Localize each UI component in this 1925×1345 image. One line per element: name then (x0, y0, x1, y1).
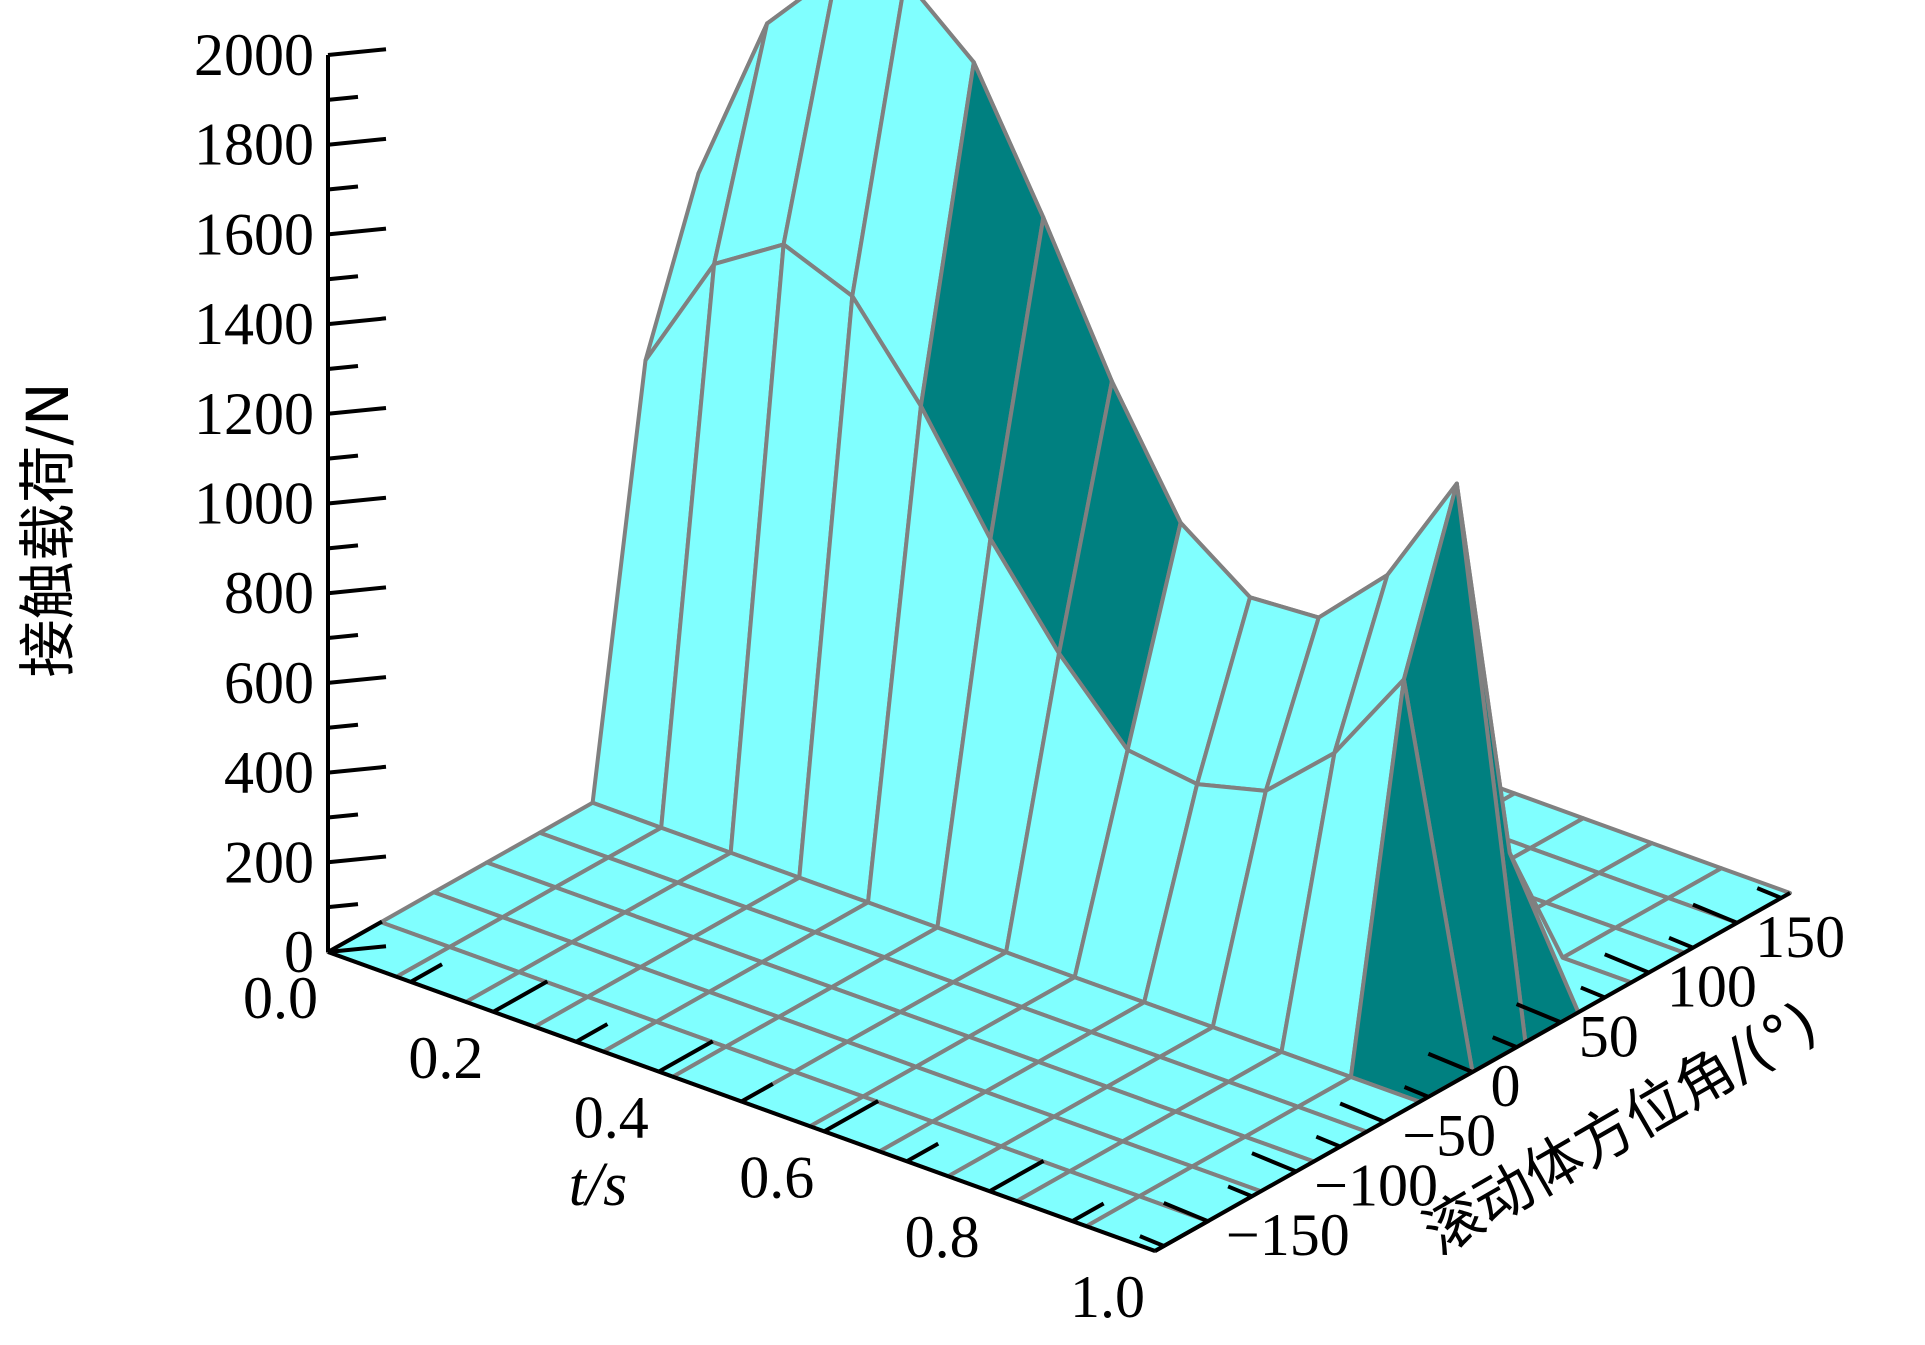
y-tick-label: 100 (1667, 954, 1757, 1020)
y-minor-tick (1227, 1184, 1253, 1199)
x-tick-label: 1.0 (1070, 1264, 1145, 1330)
x-major-tick (988, 1159, 1045, 1193)
z-major-tick (327, 585, 387, 596)
z-tick-label: 1600 (194, 201, 314, 267)
z-minor-tick (327, 543, 359, 551)
x-minor-tick (409, 962, 444, 984)
z-major-tick (327, 764, 387, 775)
x-minor-tick (740, 1082, 774, 1104)
z-major-tick (327, 675, 387, 685)
z-minor-tick (327, 94, 359, 102)
y-tick-label: −50 (1402, 1103, 1496, 1169)
x-tick-label: 0.0 (243, 965, 318, 1031)
x-major-tick (657, 1039, 714, 1074)
z-minor-tick (327, 722, 359, 730)
y-minor-tick (1580, 985, 1606, 1000)
y-minor-tick (1668, 935, 1694, 950)
y-major-tick (1515, 1002, 1562, 1025)
z-tick-label: 0 (284, 919, 314, 985)
z-minor-tick (327, 363, 359, 371)
x-minor-tick (575, 1022, 609, 1044)
z-minor-tick (327, 902, 359, 910)
z-tick-label: 200 (224, 829, 314, 895)
y-major-tick (1692, 902, 1738, 925)
x-tick-label: 0.2 (408, 1025, 483, 1091)
axes (326, 47, 1791, 1253)
y-tick-label: 150 (1755, 904, 1845, 970)
z-tick-label: 600 (224, 650, 314, 716)
z-minor-tick (327, 812, 359, 820)
y-minor-tick (1315, 1134, 1341, 1149)
z-minor-tick (327, 453, 359, 461)
z-tick-label: 800 (224, 560, 314, 626)
z-major-tick (327, 316, 387, 327)
surface-mesh (326, 0, 1792, 1253)
y-tick-label: 50 (1579, 1003, 1639, 1069)
z-tick-label: 1000 (194, 471, 314, 537)
z-major-tick (327, 854, 387, 865)
y-major-tick (1339, 1101, 1386, 1124)
y-minor-tick (1403, 1085, 1430, 1099)
y-minor-tick (1756, 886, 1782, 900)
x-tick-label: 0.8 (905, 1204, 980, 1270)
x-major-tick (492, 979, 549, 1014)
z-major-tick (327, 226, 387, 237)
tick-labels: 02004006008001000120014001600180020000.0… (194, 22, 1845, 1330)
z-axis-title: 接触载荷/N (14, 383, 82, 678)
x-minor-tick (1071, 1201, 1105, 1223)
x-axis-title: t/s (569, 1151, 628, 1219)
z-minor-tick (327, 274, 359, 282)
z-tick-label: 2000 (194, 22, 314, 88)
x-major-tick (1154, 1218, 1210, 1253)
z-tick-label: 1400 (194, 291, 314, 357)
z-tick-label: 400 (224, 740, 314, 806)
y-tick-label: 0 (1491, 1053, 1521, 1119)
y-tick-label: −100 (1314, 1152, 1438, 1218)
z-minor-tick (327, 633, 359, 641)
y-major-tick (1427, 1051, 1474, 1074)
y-major-tick (1603, 952, 1650, 975)
y-minor-tick (1491, 1035, 1518, 1049)
y-major-tick (1251, 1151, 1297, 1174)
x-tick-label: 0.6 (739, 1144, 814, 1210)
z-tick-label: 1800 (194, 112, 314, 178)
z-major-tick (327, 495, 387, 506)
z-major-tick (327, 136, 387, 147)
x-tick-label: 0.4 (574, 1085, 649, 1151)
z-minor-tick (327, 184, 359, 192)
x-major-tick (823, 1099, 880, 1134)
z-major-tick (327, 47, 387, 57)
x-minor-tick (905, 1141, 940, 1164)
z-tick-label: 1200 (194, 381, 314, 447)
y-major-tick (1162, 1201, 1209, 1224)
y-minor-tick (1139, 1234, 1165, 1248)
z-major-tick (327, 944, 387, 954)
x-major-tick (327, 919, 383, 954)
z-major-tick (327, 406, 387, 416)
y-tick-label: −150 (1226, 1202, 1350, 1268)
